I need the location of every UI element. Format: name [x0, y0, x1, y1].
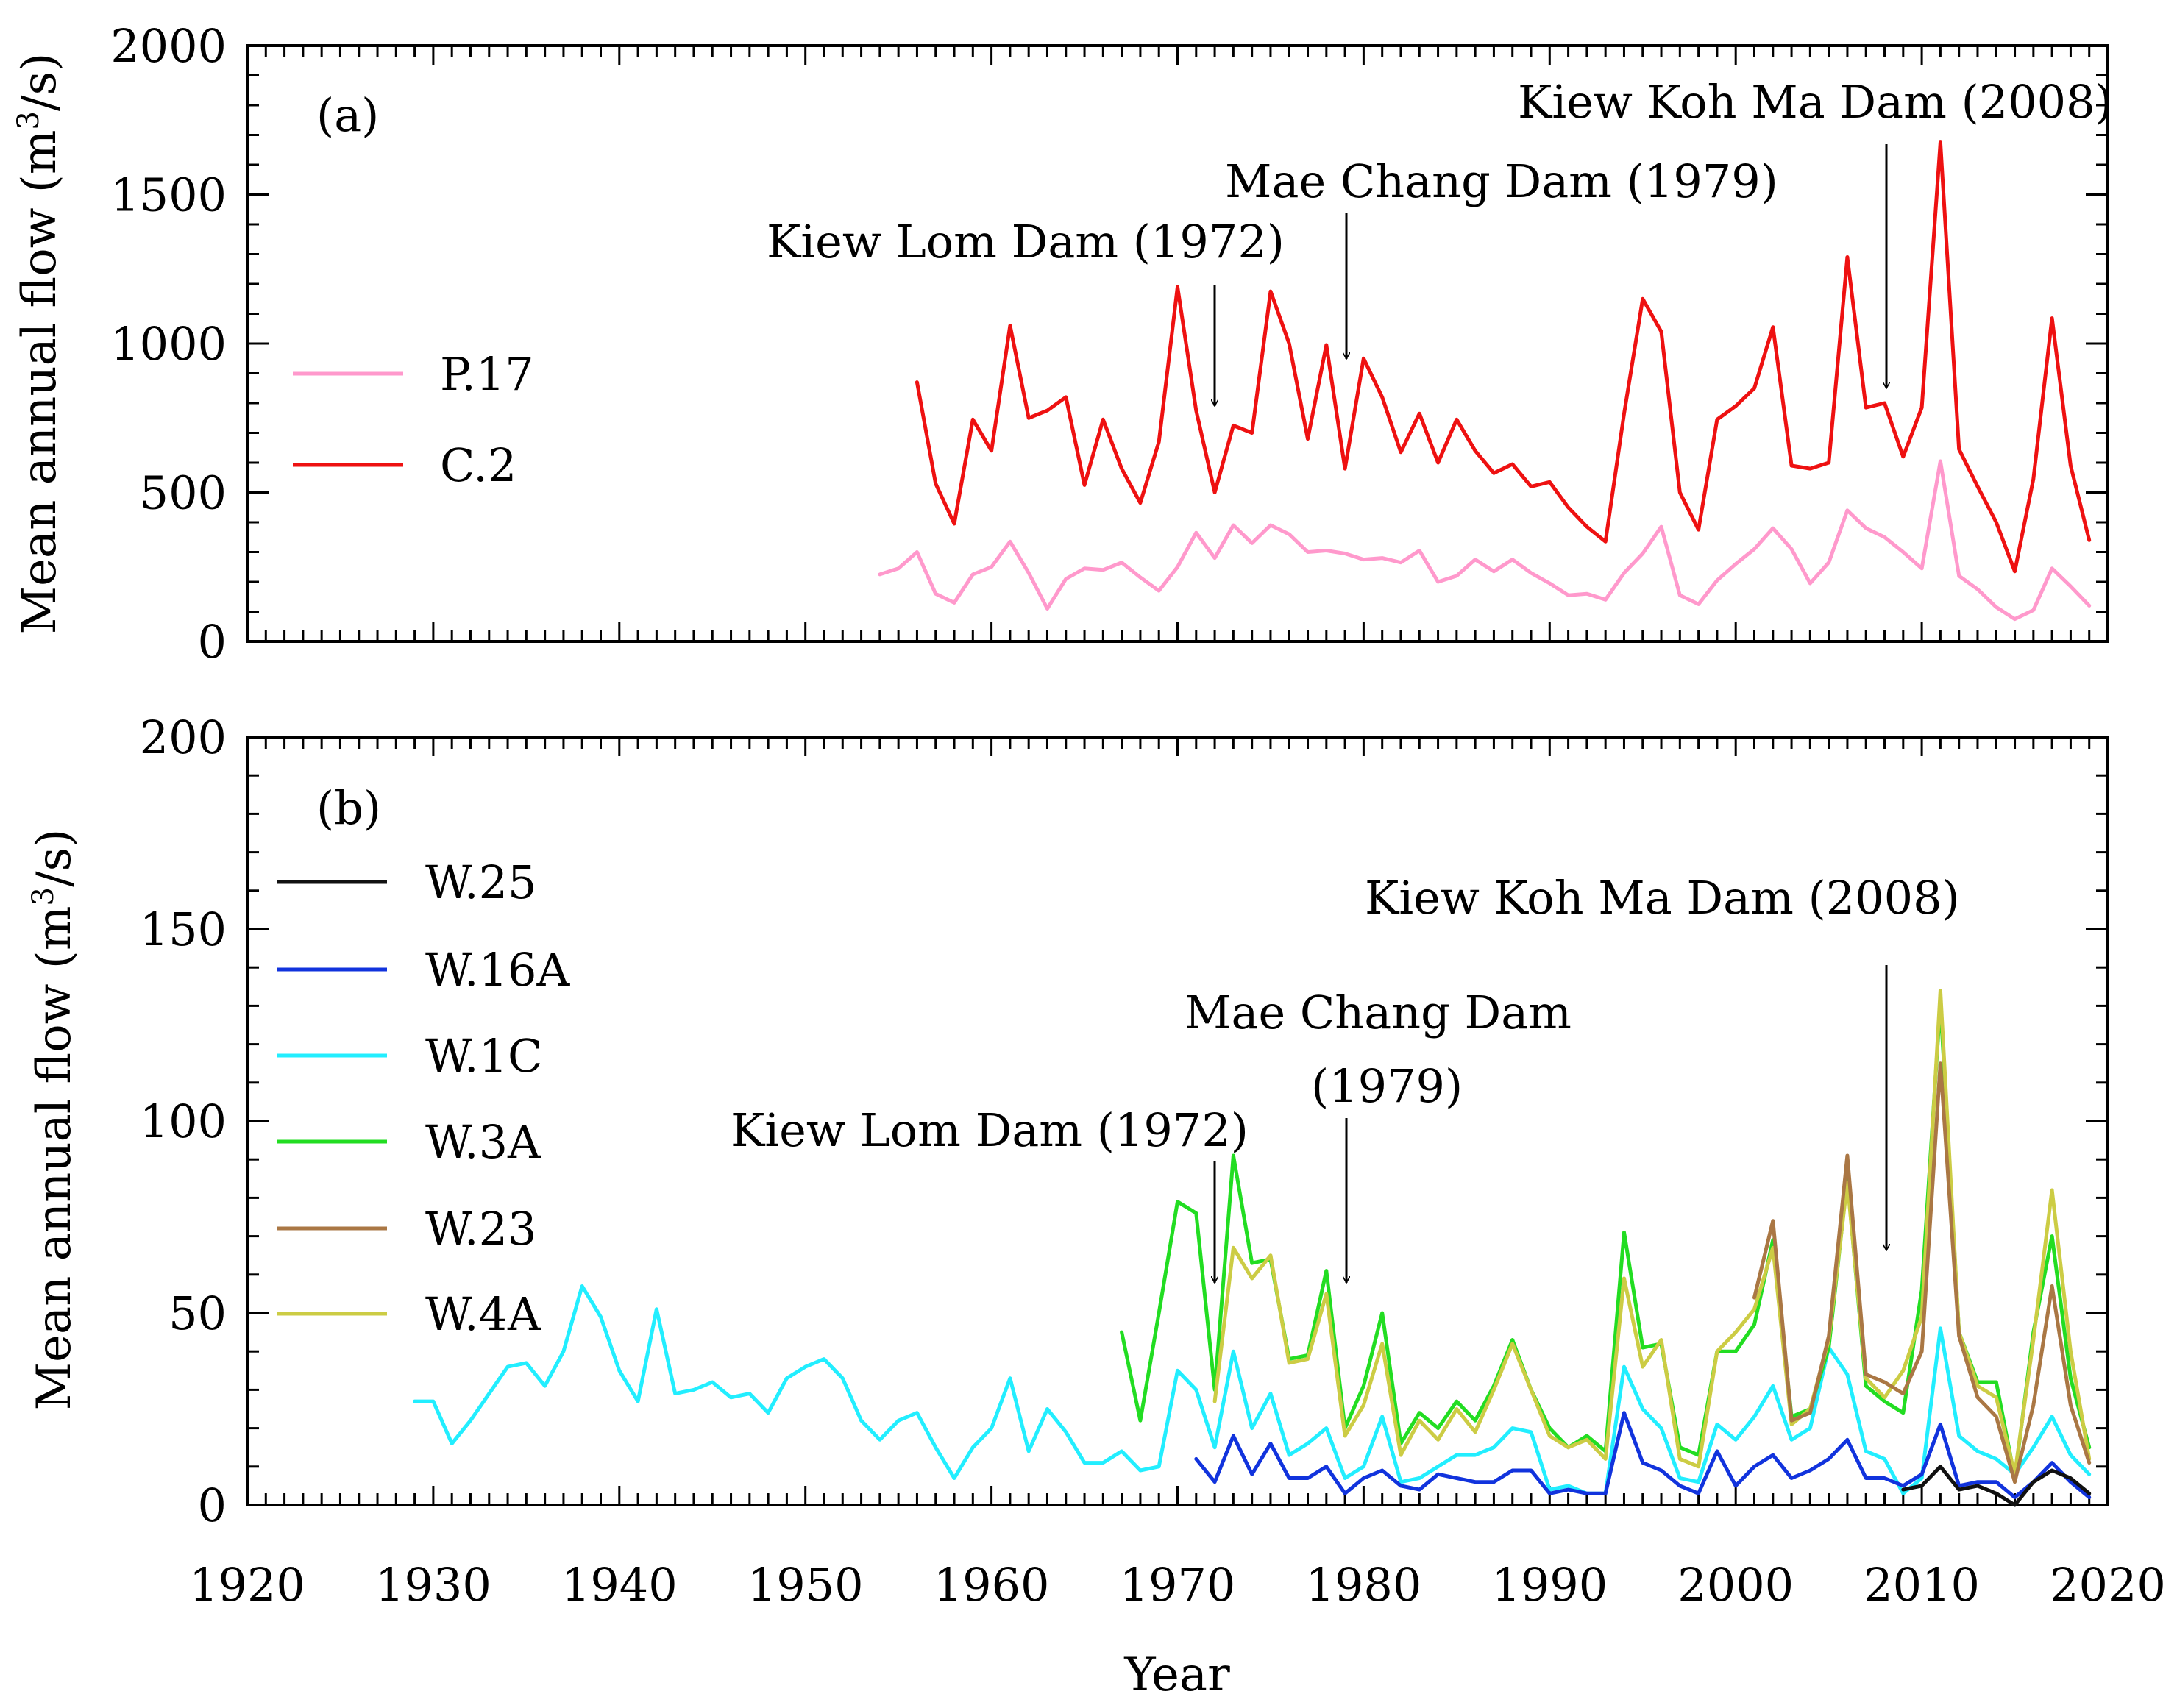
annot-a-kiew-koh-ma: Kiew Koh Ma Dam (2008): [1518, 75, 2113, 129]
legend-label-w3a: W.3A: [425, 1115, 541, 1169]
panel-a-series: [878, 140, 2092, 622]
legend-label-w23: W.23: [425, 1202, 537, 1256]
annot-b-kiew-lom: Kiew Lom Dam (1972): [731, 1103, 1249, 1157]
legend-label-w1c: W.1C: [425, 1029, 542, 1083]
y-tick-label-b-200: 200: [140, 711, 227, 764]
series-p17-line: [878, 459, 2092, 622]
annot-b-kiew-koh-ma: Kiew Koh Ma Dam (2008): [1365, 871, 1960, 925]
panel-a-legend: P.17 C.2: [293, 347, 534, 492]
y-tick-label-a-1000: 1000: [110, 317, 227, 371]
panel-a-annotations: Kiew Lom Dam (1972) Mae Chang Dam (1979)…: [767, 75, 2113, 406]
x-tick-label-2020: 2020: [2050, 1558, 2166, 1612]
annot-a-kiew-lom: Kiew Lom Dam (1972): [767, 215, 1285, 268]
panel-b: 0 50 100 150 200 (b) Mean annual flow (m3/s)…: [26, 711, 2109, 1532]
x-tick-label-1950: 1950: [747, 1558, 864, 1612]
panel-a-ylabel: Mean annual flow (m3/s): [12, 53, 67, 635]
x-tick-label-1930: 1930: [375, 1558, 491, 1612]
legend-label-w16a: W.16A: [425, 943, 570, 997]
panel-a-frame: [246, 44, 2109, 643]
x-tick-label-2010: 2010: [1864, 1558, 1980, 1612]
x-tick-label-1940: 1940: [561, 1558, 678, 1612]
series-c2-line: [915, 140, 2092, 574]
x-tick-label-1920: 1920: [189, 1558, 305, 1612]
annot-a-mae-chang: Mae Chang Dam (1979): [1225, 154, 1778, 208]
panel-b-annotations: Kiew Lom Dam (1972) Mae Chang Dam (1979)…: [731, 871, 1960, 1283]
y-tick-label-b-150: 150: [140, 903, 227, 956]
panel-b-tag: (b): [316, 781, 381, 835]
y-tick-label-a-2000: 2000: [110, 19, 227, 73]
x-tick-labels: 1920 1930 1940 1950 1960 1970 1980 1990 2000 2010…: [189, 1558, 2166, 1612]
y-tick-label-a-0: 0: [198, 615, 227, 669]
series-w25-line: [1901, 1465, 2092, 1507]
panel-b-legend: W.25 W.16A W.1C W.3A W.23 W.4A: [277, 855, 570, 1341]
x-tick-label-1980: 1980: [1306, 1558, 1422, 1612]
y-tick-label-a-1500: 1500: [110, 168, 227, 222]
y-tick-label-b-50: 50: [168, 1287, 227, 1340]
y-tick-label-b-100: 100: [140, 1095, 227, 1148]
x-tick-label-1970: 1970: [1120, 1558, 1236, 1612]
series-w16a-line: [1194, 1411, 2092, 1500]
legend-label-w4a: W.4A: [425, 1287, 541, 1341]
x-tick-label-2000: 2000: [1677, 1558, 1794, 1612]
legend-label-c2: C.2: [440, 438, 516, 492]
series-w1c-line: [413, 1284, 2092, 1495]
x-axis-title: Year: [1123, 1648, 1230, 1702]
annot-b-mae-chang-line2: (1979): [1311, 1059, 1463, 1113]
series-w4a-line: [1212, 989, 2092, 1476]
y-tick-label-a-500: 500: [140, 466, 227, 520]
y-tick-label-b-0: 0: [198, 1479, 227, 1532]
x-tick-label-1960: 1960: [934, 1558, 1050, 1612]
panel-a: 0 500 1000 1500 2000 (a) Mean annual flow (m…: [12, 19, 2113, 669]
legend-label-w25: W.25: [425, 855, 537, 909]
panel-a-tag: (a): [316, 88, 379, 142]
panel-b-series: [413, 989, 2092, 1507]
legend-label-p17: P.17: [440, 347, 534, 401]
series-w23-line: [1752, 1061, 2092, 1484]
annot-b-mae-chang-line1: Mae Chang Dam: [1185, 986, 1572, 1039]
x-tick-label-1990: 1990: [1491, 1558, 1608, 1612]
panel-b-ylabel: Mean annual flow (m3/s): [26, 829, 82, 1411]
panel-a-ticks: 0 500 1000 1500 2000: [110, 19, 2109, 669]
panel-b-ticks: 0 50 100 150 200: [140, 711, 2109, 1532]
